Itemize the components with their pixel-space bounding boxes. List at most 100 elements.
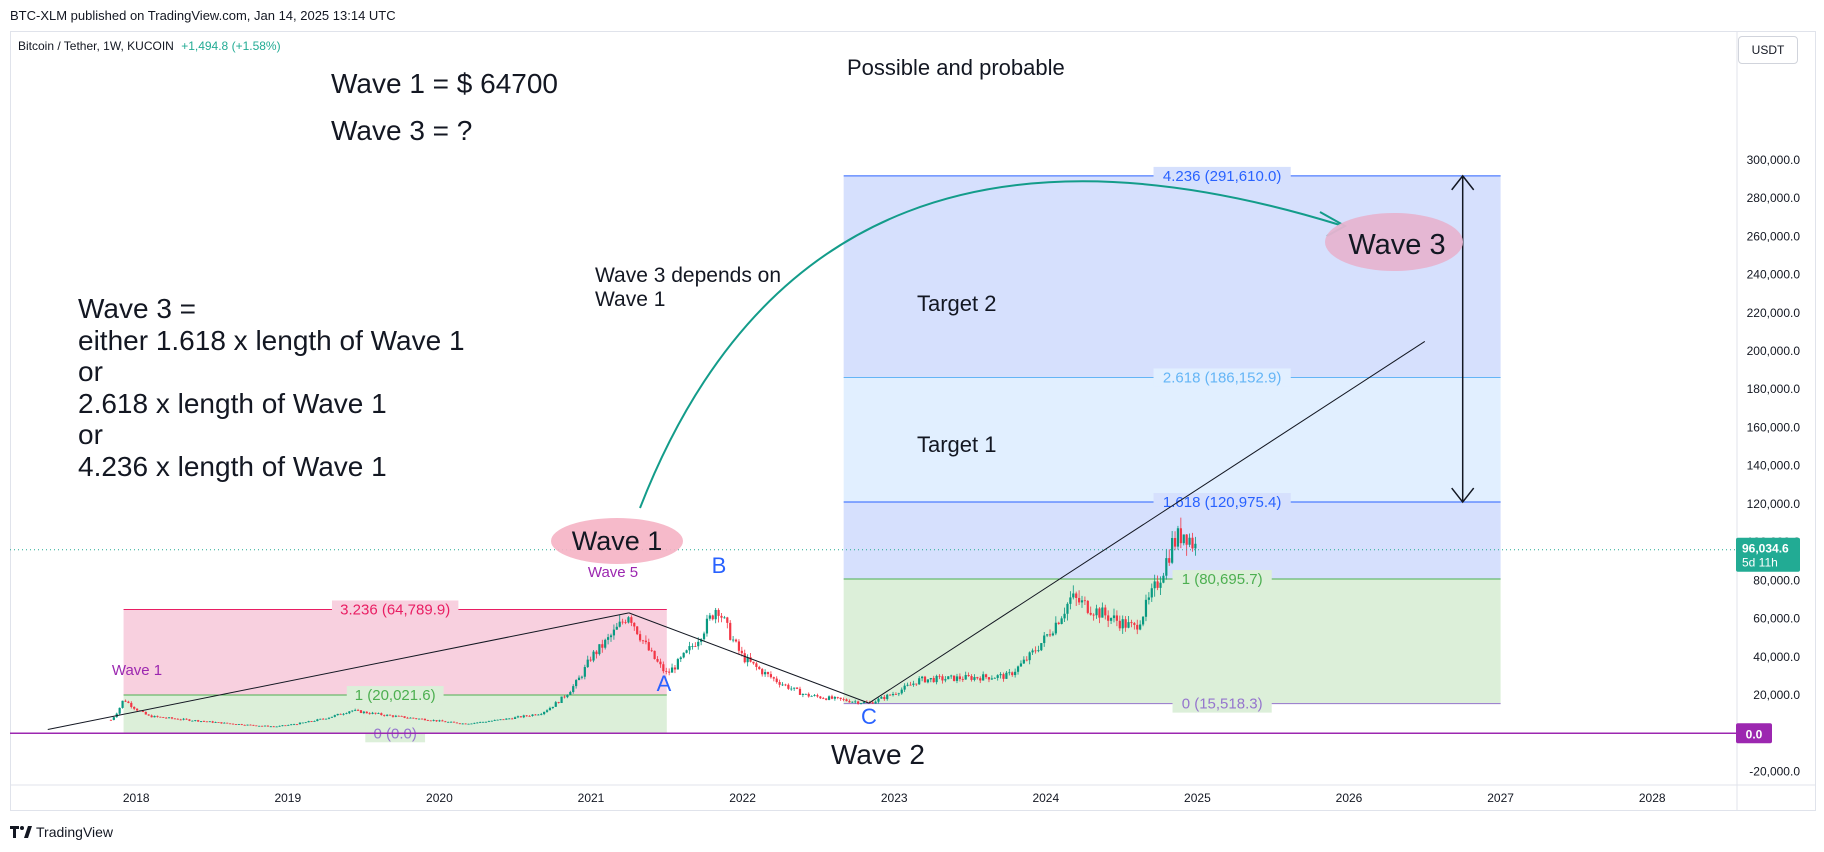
candle-body [281,725,284,727]
candle-body [278,725,281,727]
candle-body [862,701,866,704]
candle-body [1057,622,1060,624]
candle-body [316,719,319,722]
y-tick-label: 20,000.0 [1753,688,1800,702]
candle-body [1171,537,1174,563]
candle-body [935,675,938,683]
candle-body [691,646,694,647]
candle-body [711,615,714,620]
y-tick-label: 120,000.0 [1747,497,1801,511]
x-tick-label: 2024 [1032,791,1059,805]
candle-body [156,715,159,717]
wave1-big-label: Wave 1 [572,526,663,556]
symbol-legend[interactable]: Bitcoin / Tether, 1W, KUCOIN +1,494.8 (+… [18,39,281,53]
candle-body [435,720,438,722]
candle-body [261,725,264,727]
candle-body [1019,663,1023,667]
candle-body [650,650,653,652]
candle-body [266,725,270,727]
candle-body [176,718,179,720]
x-tick-label: 2022 [729,791,756,805]
y-tick-label: 240,000.0 [1747,268,1801,282]
candle-body [397,715,400,717]
candle-body [342,713,345,715]
candle-body [673,667,677,670]
candle-body [790,688,793,690]
candle-body [447,721,450,723]
candle-body [761,669,764,675]
candle-body [1022,659,1025,664]
candle-body [540,714,543,715]
candle-body [458,723,461,725]
candle-body [740,650,743,654]
candle-body [394,715,397,717]
candle-body [665,671,668,672]
candle-body [601,644,604,648]
candle-body [976,677,979,679]
candle-body [287,724,290,726]
candle-body [554,702,557,707]
candle-body [194,720,197,721]
candle-body [889,694,892,696]
currency-selector[interactable]: USDT [1738,36,1798,64]
candle-body [444,721,447,723]
candle-body [173,718,176,720]
candle-body [1040,643,1043,651]
candle-body [804,693,807,695]
candle-body [1141,616,1145,625]
candle-body [734,639,738,642]
tradingview-logo[interactable]: TradingView [10,824,113,840]
candle-body [188,719,191,721]
candle-body [755,663,758,667]
candle-body [583,667,586,677]
depends-line: Wave 1 [595,288,665,311]
candle-body [121,700,124,708]
candle-body [147,714,150,716]
x-tick-label: 2023 [881,791,908,805]
candle-body [412,717,415,719]
candle-body [784,684,787,686]
candle-body [226,722,229,724]
candle-body [464,723,467,725]
candle-body [481,721,485,723]
candle-body [112,717,115,720]
candle-body [679,657,682,660]
candle-body [208,721,211,723]
candle-body [185,718,188,720]
candle-body [769,674,773,678]
candle-body [857,701,860,704]
candle-body [359,710,363,713]
candle-body [819,696,822,699]
symbol-name: Bitcoin / Tether, 1W, KUCOIN [18,39,174,53]
candle-body [1182,534,1185,544]
candle-body [452,721,456,723]
candle-body [982,674,985,681]
candle-body [662,664,665,672]
candle-body [1037,650,1040,652]
candle-body [737,641,741,651]
candle-body [1063,613,1066,619]
candle-body [705,618,709,634]
wave1-small-label: Wave 1 [112,662,162,679]
candle-body [618,621,621,627]
candle-body [220,722,223,724]
wave5-small-label: Wave 5 [588,564,638,581]
wave3-ellipse [1325,213,1463,271]
candle-body [944,679,947,681]
candle-body [170,717,174,719]
candle-body [365,711,368,714]
candle-body [685,650,688,653]
candle-body [1072,593,1075,598]
candle-body [569,691,572,695]
candle-body [609,635,613,638]
candle-body [999,674,1002,676]
candle-body [1147,597,1150,600]
candle-body [243,724,246,726]
candle-body [1109,618,1113,621]
candle-body [336,713,339,716]
y-tick-label: 40,000.0 [1753,650,1800,664]
candle-body [284,725,287,727]
x-tick-label: 2021 [578,791,605,805]
candle-body [272,726,275,728]
